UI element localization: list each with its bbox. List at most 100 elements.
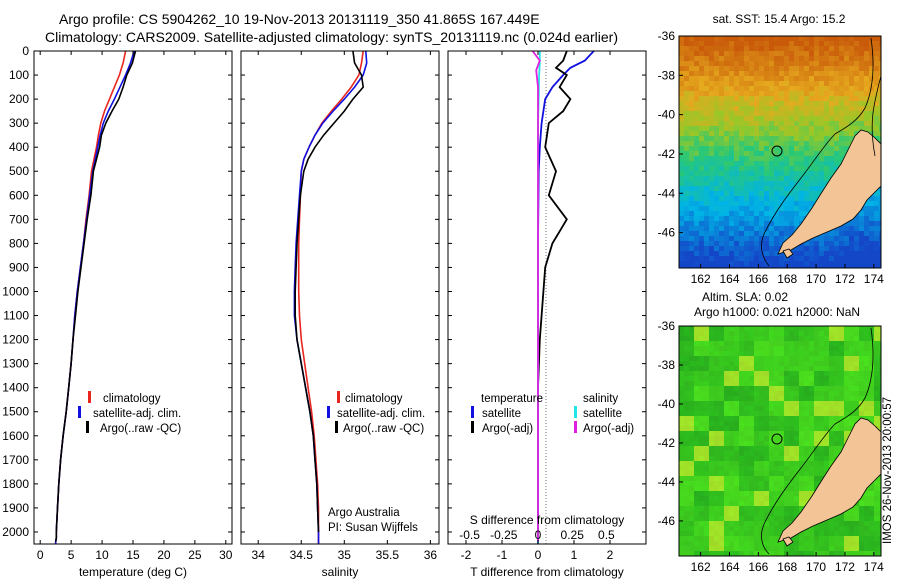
heatmap-cell <box>844 371 850 377</box>
heatmap-cell <box>844 236 850 242</box>
heatmap-cell <box>744 261 750 267</box>
heatmap-cell <box>694 141 700 147</box>
heatmap-cell <box>689 431 695 437</box>
heatmap-cell <box>769 446 775 452</box>
heatmap-cell <box>769 501 775 507</box>
heatmap-cell <box>704 446 710 452</box>
heatmap-cell <box>704 351 710 357</box>
map-x-tick-label: 172 <box>835 272 855 286</box>
heatmap-cell <box>789 176 795 182</box>
heatmap-cell <box>714 381 720 387</box>
heatmap-cell <box>724 176 730 182</box>
heatmap-cell <box>734 446 740 452</box>
heatmap-cell <box>804 166 810 172</box>
heatmap-cell <box>794 106 800 112</box>
heatmap-cell <box>834 121 840 127</box>
heatmap-cell <box>819 536 825 542</box>
heatmap-cell <box>839 241 845 247</box>
heatmap-cell <box>749 326 755 332</box>
heatmap-cell <box>764 206 770 212</box>
heatmap-cell <box>774 41 780 47</box>
heatmap-cell <box>864 491 870 497</box>
heatmap-cell <box>879 206 881 212</box>
heatmap-cell <box>779 361 785 367</box>
heatmap-cell <box>729 346 735 352</box>
heatmap-cell <box>859 66 865 72</box>
heatmap-cell <box>764 511 770 517</box>
heatmap-cell <box>689 421 695 427</box>
heatmap-cell <box>814 181 820 187</box>
heatmap-cell <box>789 171 795 177</box>
x-tick-label: 20 <box>157 548 171 562</box>
heatmap-cell <box>714 166 720 172</box>
heatmap-cell <box>689 181 695 187</box>
heatmap-cell <box>764 201 770 207</box>
heatmap-cell <box>764 431 770 437</box>
heatmap-cell <box>704 106 710 112</box>
heatmap-cell <box>759 71 765 77</box>
heatmap-cell <box>744 116 750 122</box>
heatmap-cell <box>774 476 780 482</box>
heatmap-cell <box>739 346 745 352</box>
heatmap-cell <box>874 331 880 337</box>
heatmap-cell <box>764 241 770 247</box>
heatmap-cell <box>704 396 710 402</box>
heatmap-cell <box>719 101 725 107</box>
heatmap-cell <box>839 151 845 157</box>
heatmap-cell <box>879 341 881 347</box>
heatmap-cell <box>769 541 775 547</box>
heatmap-cell <box>799 336 805 342</box>
heatmap-cell <box>769 71 775 77</box>
heatmap-cell <box>724 451 730 457</box>
heatmap-cell <box>714 526 720 532</box>
heatmap-cell <box>814 171 820 177</box>
heatmap-cell <box>704 411 710 417</box>
heatmap-cell <box>769 186 775 192</box>
heatmap-cell <box>749 401 755 407</box>
heatmap-cell <box>744 471 750 477</box>
heatmap-cell <box>809 376 815 382</box>
heatmap-cell <box>834 51 840 57</box>
heatmap-cell <box>789 536 795 542</box>
heatmap-cell <box>794 86 800 92</box>
heatmap-cell <box>754 111 760 117</box>
y-tick-label: 100 <box>9 68 29 82</box>
heatmap-cell <box>804 191 810 197</box>
heatmap-cell <box>844 141 850 147</box>
heatmap-cell <box>769 256 775 262</box>
heatmap-cell <box>694 381 700 387</box>
heatmap-cell <box>809 531 815 537</box>
salinity-ticks: 34 34.5 35 35.5 36 <box>241 50 439 562</box>
heatmap-cell <box>824 91 830 97</box>
heatmap-cell <box>804 496 810 502</box>
heatmap-cell <box>714 171 720 177</box>
s-tick-label: -0.5 <box>459 528 480 542</box>
heatmap-cell <box>769 366 775 372</box>
heatmap-cell <box>749 551 755 556</box>
heatmap-cell <box>784 116 790 122</box>
heatmap-cell <box>879 116 881 122</box>
heatmap-cell <box>749 456 755 462</box>
heatmap-cell <box>689 501 695 507</box>
heatmap-cell <box>679 356 685 362</box>
heatmap-cell <box>774 501 780 507</box>
heatmap-cell <box>684 131 690 137</box>
heatmap-cell <box>759 381 765 387</box>
map-y-tick-label: -42 <box>658 436 676 450</box>
heatmap-cell <box>679 36 685 42</box>
heatmap-cell <box>749 331 755 337</box>
heatmap-cell <box>864 546 870 552</box>
heatmap-cell <box>759 516 765 522</box>
heatmap-cell <box>734 96 740 102</box>
heatmap-cell <box>689 396 695 402</box>
heatmap-cell <box>704 466 710 472</box>
heatmap-cell <box>849 546 855 552</box>
heatmap-cell <box>709 146 715 152</box>
heatmap-cell <box>719 496 725 502</box>
heatmap-cell <box>824 131 830 137</box>
heatmap-cell <box>729 256 735 262</box>
heatmap-cell <box>874 511 880 517</box>
heatmap-cell <box>854 221 860 227</box>
heatmap-cell <box>874 336 880 342</box>
heatmap-cell <box>704 256 710 262</box>
